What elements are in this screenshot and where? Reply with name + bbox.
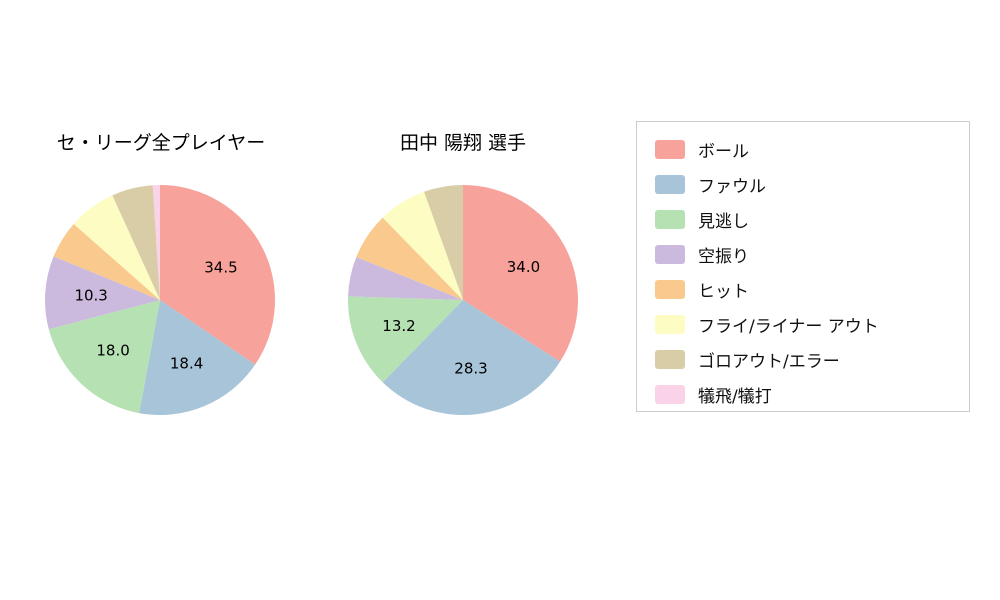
slice-value-label: 28.3 xyxy=(454,360,487,378)
slice-value-label: 34.0 xyxy=(507,258,540,276)
legend-label: ファウル xyxy=(698,177,766,197)
pie-slice xyxy=(112,185,160,300)
legend-swatch xyxy=(655,350,685,369)
chart-title-league: セ・リーグ全プレイヤー xyxy=(56,132,266,154)
pie-slice xyxy=(348,296,463,383)
chart-title-player: 田中 陽翔 選手 xyxy=(399,132,527,154)
slice-value-label: 18.4 xyxy=(170,355,203,373)
legend-swatch xyxy=(655,385,685,404)
pie-slice xyxy=(139,300,256,415)
legend-swatch xyxy=(655,245,685,264)
legend-label: ヒット xyxy=(698,282,749,302)
legend-swatch xyxy=(655,280,685,299)
legend: ボール ファウル 見逃し 空振り ヒット フライ/ライナー アウト ゴロアウト/… xyxy=(636,121,970,412)
legend-label: 見逃し xyxy=(698,212,749,232)
legend-item: ヒット xyxy=(655,272,969,307)
legend-item: 犠飛/犠打 xyxy=(655,377,969,412)
pie-chart-player: 34.0 28.3 13.2 xyxy=(348,185,578,415)
legend-label: 犠飛/犠打 xyxy=(698,387,772,407)
slice-value-label: 34.5 xyxy=(204,259,237,277)
legend-item: ファウル xyxy=(655,167,969,202)
legend-label: ゴロアウト/エラー xyxy=(698,352,840,372)
pie-slice xyxy=(356,217,463,300)
slice-value-label: 18.0 xyxy=(96,342,129,360)
pie-slice xyxy=(48,300,160,414)
legend-swatch xyxy=(655,140,685,159)
pie-slice xyxy=(382,191,463,300)
pie-slice xyxy=(463,185,578,362)
pie-chart-league: 34.5 18.4 18.0 10.3 xyxy=(44,185,275,415)
legend-label: フライ/ライナー アウト xyxy=(698,317,879,337)
legend-item: 見逃し xyxy=(655,202,969,237)
legend-item: 空振り xyxy=(655,237,969,272)
slice-value-label: 13.2 xyxy=(382,317,415,335)
legend-swatch xyxy=(655,210,685,229)
legend-item: ゴロアウト/エラー xyxy=(655,342,969,377)
pie-slice xyxy=(382,300,561,415)
legend-item: フライ/ライナー アウト xyxy=(655,307,969,342)
slice-value-label: 10.3 xyxy=(74,286,107,304)
legend-label: ボール xyxy=(698,142,749,162)
legend-item: ボール xyxy=(655,132,969,167)
pie-slice xyxy=(424,185,463,300)
legend-label: 空振り xyxy=(698,247,749,267)
pie-slice xyxy=(53,223,160,300)
pie-slice xyxy=(152,185,160,300)
legend-swatch xyxy=(655,315,685,334)
legend-swatch xyxy=(655,175,685,194)
pie-slice xyxy=(348,256,463,300)
pie-slice xyxy=(160,185,275,365)
pie-slice xyxy=(73,195,160,300)
pie-slice xyxy=(44,256,160,330)
